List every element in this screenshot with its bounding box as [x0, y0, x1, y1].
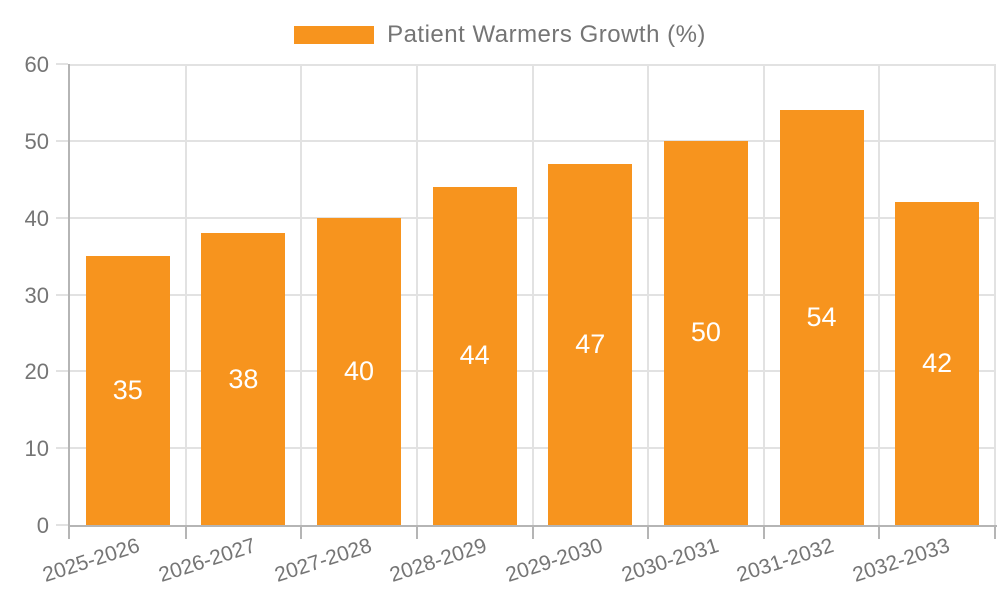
y-axis-label: 40 [24, 205, 49, 231]
bar-2028-2029[interactable]: 44 [432, 186, 517, 525]
gridline-vertical [184, 64, 187, 525]
gridline-vertical [994, 64, 996, 525]
x-tick [184, 527, 187, 539]
y-axis-label: 20 [24, 359, 49, 385]
y-axis-label: 50 [24, 128, 49, 154]
y-tick [56, 370, 68, 373]
x-axis-label: 2025-2026 [40, 534, 143, 587]
x-axis-label: 2027-2028 [271, 534, 375, 587]
bar-2029-2030[interactable]: 47 [548, 163, 633, 525]
bar-2030-2031[interactable]: 50 [663, 140, 748, 525]
plot-area: 35 38 40 44 47 50 54 42 [56, 63, 997, 539]
x-tick [300, 527, 303, 539]
gridline-vertical [415, 64, 418, 525]
legend-swatch [294, 26, 375, 44]
x-tick [878, 527, 881, 539]
bar-value-label: 38 [228, 363, 259, 394]
x-tick [415, 527, 418, 539]
bar-2027-2028[interactable]: 40 [317, 217, 402, 525]
y-axis-label: 0 [36, 513, 49, 538]
bar-2031-2032[interactable]: 54 [779, 110, 864, 525]
x-axis-label: 2031-2032 [734, 534, 837, 587]
bar-value-label: 42 [922, 348, 953, 379]
gridline-vertical [762, 64, 765, 525]
bar-2032-2033[interactable]: 42 [895, 202, 980, 525]
y-tick [56, 63, 68, 65]
bar-value-label: 35 [112, 375, 143, 406]
bar-value-label: 54 [806, 302, 837, 333]
bar-value-label: 47 [575, 328, 606, 359]
y-tick [56, 139, 68, 142]
x-tick [68, 527, 70, 539]
bar-2025-2026[interactable]: 35 [85, 256, 170, 525]
y-tick [56, 293, 68, 296]
x-tick [647, 527, 650, 539]
x-axis-label: 2029-2030 [502, 534, 606, 587]
gridline-vertical [878, 64, 881, 525]
y-tick [56, 524, 68, 526]
x-axis-line [68, 525, 997, 527]
y-axis-line [68, 64, 70, 527]
y-tick [56, 447, 68, 450]
gridline-vertical [531, 64, 534, 525]
x-tick [762, 527, 765, 539]
x-axis-label: 2028-2029 [387, 534, 490, 587]
x-axis-label: 2026-2027 [155, 534, 259, 587]
legend-label: Patient Warmers Growth (%) [387, 21, 706, 48]
bar-value-label: 50 [690, 317, 721, 348]
bar-2026-2027[interactable]: 38 [201, 233, 286, 525]
x-axis-label: 2030-2031 [618, 534, 722, 587]
x-tick [531, 527, 534, 539]
x-tick [994, 527, 996, 539]
bar-value-label: 40 [344, 355, 375, 386]
y-axis-label: 60 [24, 52, 49, 77]
y-tick [56, 216, 68, 219]
y-axis-label: 30 [24, 282, 49, 308]
legend-item[interactable]: Patient Warmers Growth (%) [0, 21, 1000, 49]
gridline-vertical [647, 64, 650, 525]
x-axis-label: 2032-2033 [849, 534, 953, 587]
gridline-vertical [300, 64, 303, 525]
y-axis-label: 10 [24, 436, 49, 462]
bar-value-label: 44 [459, 340, 490, 371]
